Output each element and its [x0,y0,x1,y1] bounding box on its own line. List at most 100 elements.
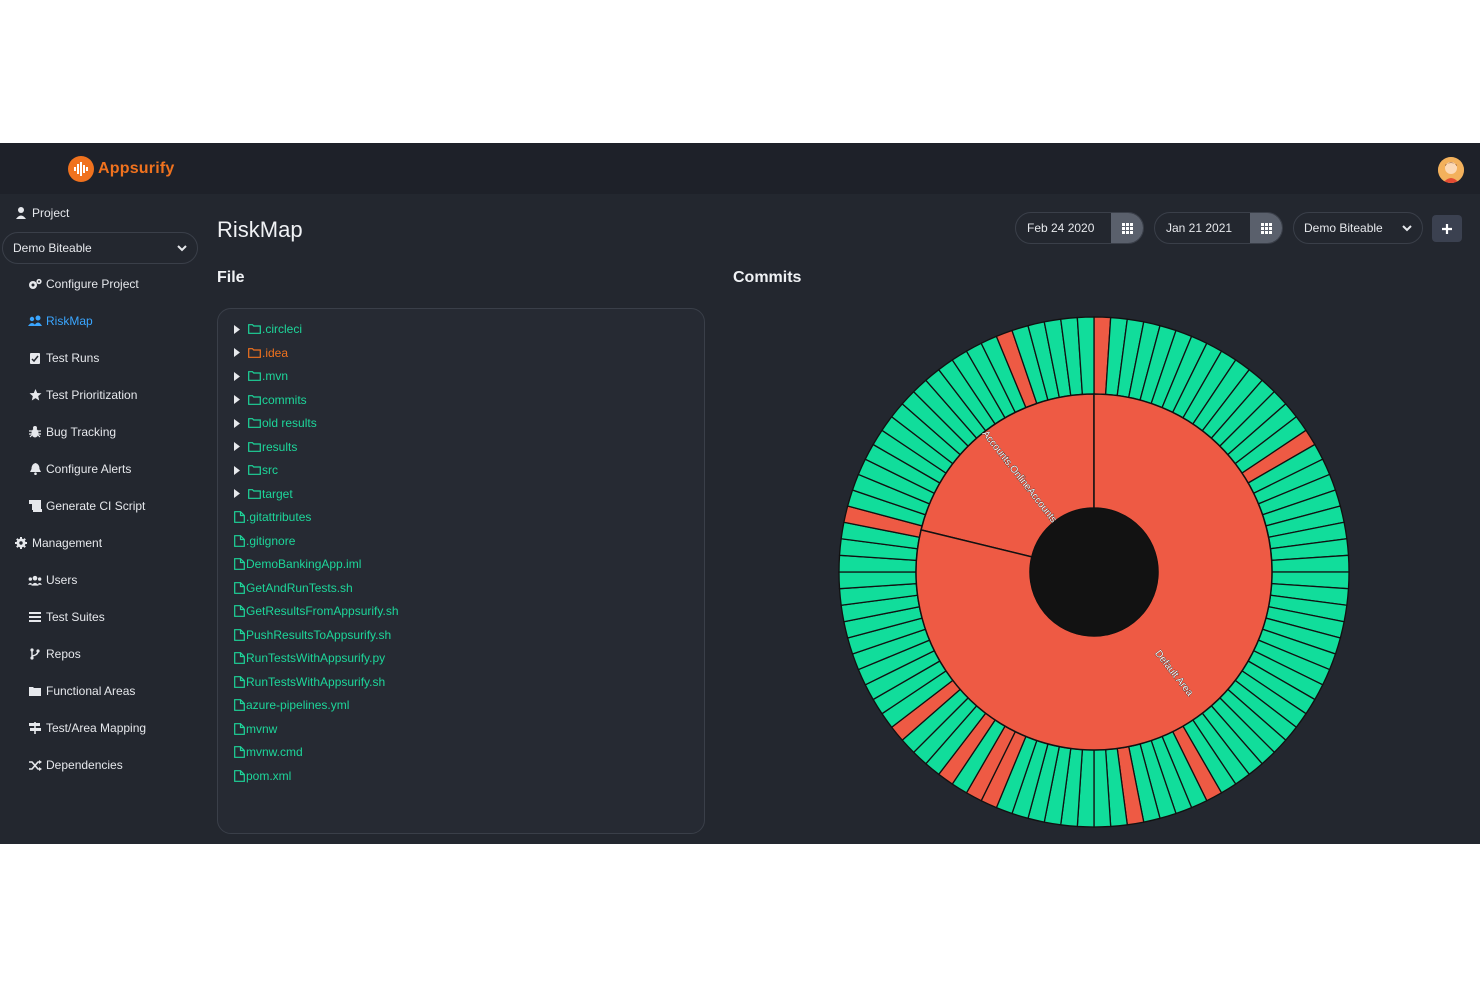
sidebar-section-management: Management [14,532,102,554]
file-tree-file[interactable]: RunTestsWithAppsurify.sh [234,673,385,691]
file-icon [234,652,245,664]
file-tree-folder[interactable]: results [234,438,297,456]
sidebar-item-users[interactable]: Users [28,569,77,591]
file-tree-folder[interactable]: commits [234,391,307,409]
sidebar-item-label: Functional Areas [46,684,136,698]
file-tree-folder[interactable]: target [234,485,293,503]
file-tree-folder[interactable]: src [234,461,278,479]
file-tree-folder[interactable]: old results [234,414,317,432]
file-tree-file[interactable]: .gitattributes [234,508,311,526]
file-tree-label: azure-pipelines.yml [246,698,350,712]
file-icon [234,581,245,594]
chevron-down-icon [177,241,187,255]
folder-icon [248,394,261,405]
file-tree-label: mvnw [246,721,278,736]
sidebar-section-project: Project [14,202,69,224]
page-title: RiskMap [217,217,303,242]
file-tree-panel: .circleci .idea .mvn commits old results resu… [217,308,705,834]
caret-right-icon[interactable] [234,324,244,334]
user-avatar[interactable] [1438,157,1464,183]
sidebar-item-label: Repos [46,647,81,661]
bell-icon [28,462,42,476]
code-branch-icon [28,647,42,661]
sidebar-item-configure-project[interactable]: Configure Project [28,273,139,295]
file-tree-label: src [262,463,278,477]
gear-icon [14,536,28,550]
add-button[interactable] [1432,215,1462,242]
project-select[interactable]: Demo Biteable [2,232,198,264]
sidebar-item-generate-ci-script[interactable]: Generate CI Script [28,495,145,517]
users-map-icon [28,314,42,328]
users-icon [28,573,42,587]
file-tree-file[interactable]: mvnw.cmd [234,743,303,761]
user-icon [14,206,28,220]
start-date-picker[interactable]: Feb 24 2020 [1015,212,1144,244]
file-tree-label: .mvn [262,369,289,383]
start-date-value: Feb 24 2020 [1027,221,1095,235]
file-icon [234,605,245,617]
sidebar-item-repos[interactable]: Repos [28,643,81,665]
sidebar-item-dependencies[interactable]: Dependencies [28,754,123,776]
caret-right-icon[interactable] [234,418,244,428]
folder-icon [248,441,261,452]
file-tree-folder[interactable]: .mvn [234,367,288,385]
sidebar-item-test-prioritization[interactable]: Test Prioritization [28,384,137,406]
file-tree-label: results [262,439,298,454]
file-tree-folder[interactable]: .circleci [234,320,302,338]
file-tree-folder[interactable]: .idea [234,344,288,362]
sidebar-item-test-runs[interactable]: Test Runs [28,347,99,369]
file-tree-file[interactable]: GetAndRunTests.sh [234,579,353,597]
file-icon [234,511,245,523]
sidebar-item-test-area-mapping[interactable]: Test/Area Mapping [28,717,146,739]
caret-right-icon[interactable] [234,348,244,357]
caret-right-icon[interactable] [234,371,244,381]
brand-logo[interactable]: Appsurify [68,156,174,182]
file-tree-label: PushResultsToAppsurify.sh [246,627,392,642]
sidebar-item-functional-areas[interactable]: Functional Areas [28,680,135,702]
caret-right-icon[interactable] [234,395,244,404]
file-tree-label: RunTestsWithAppsurify.sh [246,674,386,689]
sidebar-section-label: Management [32,536,103,550]
sidebar-item-label: RiskMap [46,314,93,328]
file-tree-file[interactable]: GetResultsFromAppsurify.sh [234,602,399,620]
sidebar-item-riskmap[interactable]: RiskMap [28,310,93,332]
file-tree-file[interactable]: PushResultsToAppsurify.sh [234,626,391,644]
file-icon [234,769,245,782]
folder-icon [248,465,261,475]
folder-icon [248,347,261,358]
sidebar-item-configure-alerts[interactable]: Configure Alerts [28,458,131,480]
file-icon [234,558,245,570]
file-tree-label: commits [262,392,307,407]
logo-mark-icon [68,156,94,182]
top-bar: Appsurify [0,143,1480,194]
folder-icon [28,684,42,698]
file-tree-label: RunTestsWithAppsurify.py [246,651,386,665]
repo-select[interactable]: Demo Biteable [1293,212,1423,244]
caret-right-icon[interactable] [234,489,244,498]
file-tree-file[interactable]: DemoBankingApp.iml [234,555,361,573]
file-section-title: File [217,269,245,286]
sidebar-item-label: Configure Alerts [46,462,132,476]
file-tree-label: .gitignore [246,533,296,548]
folder-icon [248,418,261,428]
calendar-icon[interactable] [1250,213,1282,243]
end-date-picker[interactable]: Jan 21 2021 [1154,212,1283,244]
file-tree-file[interactable]: .gitignore [234,532,295,550]
caret-right-icon[interactable] [234,465,244,475]
bug-icon [28,425,42,439]
sidebar-item-test-suites[interactable]: Test Suites [28,606,105,628]
commits-section-title: Commits [733,269,802,286]
sidebar-item-bug-tracking[interactable]: Bug Tracking [28,421,116,443]
file-tree-label: GetAndRunTests.sh [246,580,353,595]
file-tree-file[interactable]: mvnw [234,720,277,738]
sidebar: Project Demo Biteable Configure Project … [0,194,200,844]
random-icon [28,758,42,772]
file-tree-file[interactable]: pom.xml [234,767,291,785]
file-tree-file[interactable]: azure-pipelines.yml [234,696,349,714]
caret-right-icon[interactable] [234,442,244,451]
sidebar-item-label: Bug Tracking [46,425,117,439]
calendar-icon[interactable] [1111,213,1143,243]
file-tree-file[interactable]: RunTestsWithAppsurify.py [234,649,385,667]
sunburst-center[interactable] [1029,507,1159,637]
list-icon [28,610,42,624]
